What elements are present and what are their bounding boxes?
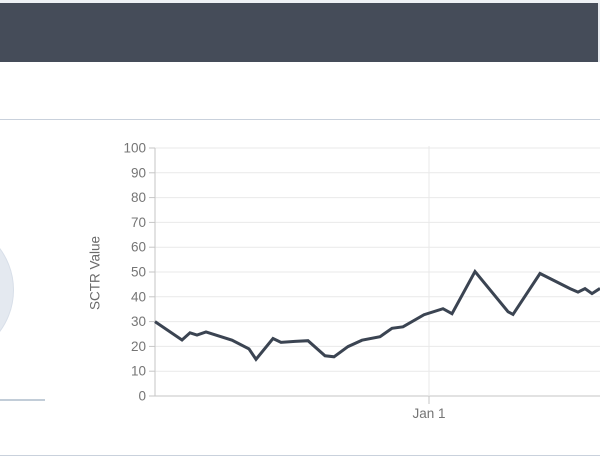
app-header	[0, 3, 600, 62]
y-tick-label: 60	[131, 240, 146, 255]
y-tick-label: 0	[138, 389, 146, 404]
y-tick-label: 70	[131, 215, 146, 230]
y-axis-title: SCTR Value	[87, 235, 103, 311]
y-tick-label: 50	[131, 265, 146, 280]
top-strip	[0, 0, 600, 3]
gauge-baseline	[0, 399, 45, 401]
x-tick-label: Jan 1	[412, 406, 445, 421]
content-divider-top	[0, 119, 600, 120]
y-tick-label: 90	[131, 165, 146, 180]
y-tick-label: 40	[131, 289, 146, 304]
y-tick-label: 20	[131, 339, 146, 354]
y-tick-label: 100	[123, 141, 146, 156]
y-tick-label: 30	[131, 314, 146, 329]
header-right-edge	[598, 3, 600, 62]
content-divider-bottom	[0, 455, 600, 456]
y-tick-label: 80	[131, 190, 146, 205]
y-tick-label: 10	[131, 364, 146, 379]
sctr-chart-panel: Jan 1 100 90 80 70 60 50 40 30 20 10 0 SCTR Value	[0, 120, 600, 455]
series-line	[154, 268, 600, 362]
